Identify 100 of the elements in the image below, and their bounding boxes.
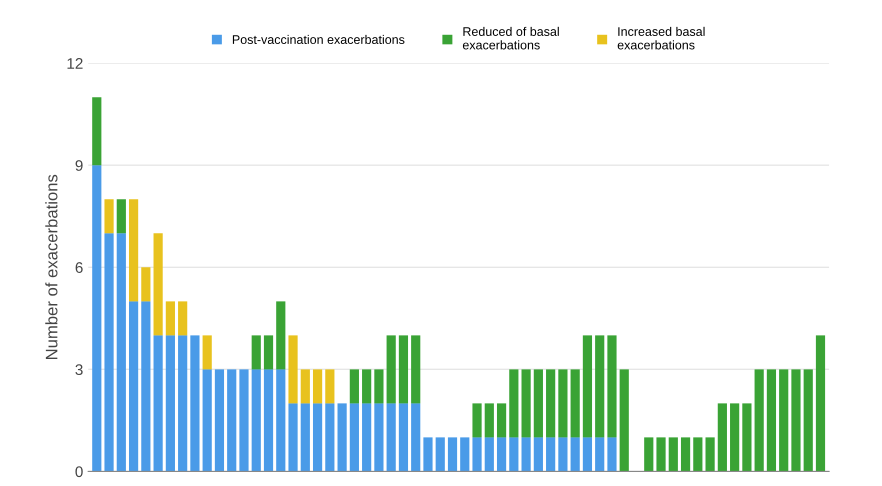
bar	[141, 301, 150, 472]
y-axis-title: Number of exacerbations	[45, 174, 58, 360]
bar	[509, 369, 518, 438]
bar	[362, 403, 372, 472]
bar	[595, 335, 604, 438]
bar	[570, 369, 580, 438]
bar	[706, 437, 715, 472]
bar	[227, 369, 236, 472]
bar	[374, 369, 384, 404]
bar	[607, 437, 617, 472]
bar	[166, 335, 175, 472]
bar	[276, 301, 286, 370]
bar	[570, 437, 580, 472]
bar	[779, 369, 788, 472]
bar	[534, 437, 543, 472]
bar	[264, 369, 274, 472]
bar	[202, 335, 212, 370]
bar	[252, 335, 261, 370]
bar	[680, 437, 690, 472]
y-tick-label: 12	[68, 58, 83, 69]
bar	[288, 403, 298, 472]
y-tick-label: 0	[75, 466, 83, 478]
bar	[398, 335, 408, 404]
bar	[460, 437, 470, 472]
bar	[276, 369, 286, 472]
bar	[816, 335, 826, 472]
bar	[92, 165, 102, 472]
bar	[116, 199, 126, 234]
bar	[202, 369, 212, 472]
bar	[190, 335, 200, 472]
bar	[766, 369, 776, 472]
legend-label: Reduced of basal exacerbations	[462, 26, 559, 50]
bar	[104, 233, 114, 472]
bar	[423, 437, 433, 472]
bar	[742, 403, 752, 472]
bar	[178, 335, 188, 472]
bar	[534, 369, 543, 438]
bar	[312, 403, 322, 472]
bar	[620, 369, 629, 472]
bar	[582, 437, 592, 472]
bar	[154, 335, 163, 472]
bar	[693, 437, 702, 472]
bar	[300, 369, 310, 404]
bar	[166, 301, 175, 336]
bar	[668, 437, 678, 472]
bar	[644, 437, 654, 472]
bar	[214, 369, 224, 472]
bar	[582, 335, 592, 438]
y-tick-label: 3	[75, 364, 83, 376]
bar	[558, 369, 568, 438]
legend-label: Post-vaccination exacerbations	[232, 34, 404, 44]
bar	[484, 403, 494, 438]
bar	[141, 267, 150, 302]
bar	[804, 369, 813, 472]
bar	[730, 403, 740, 472]
bar	[448, 437, 458, 472]
bar	[300, 403, 310, 472]
bar	[411, 335, 420, 404]
bar	[718, 403, 727, 472]
bar	[362, 369, 372, 404]
bar	[264, 335, 274, 370]
bar	[398, 403, 408, 472]
bar	[558, 437, 568, 472]
bar	[496, 437, 506, 472]
bar	[325, 369, 334, 404]
bar	[252, 369, 261, 472]
bar	[154, 233, 163, 336]
bar	[386, 403, 396, 472]
y-tick-label: 6	[76, 262, 83, 273]
legend-label: Increased basal exacerbations	[618, 26, 705, 50]
bar	[472, 437, 482, 472]
bar	[656, 437, 666, 472]
bar	[350, 403, 359, 472]
bar	[116, 233, 126, 472]
bar	[546, 369, 556, 438]
bar	[496, 403, 506, 438]
bar	[472, 403, 482, 438]
bar	[484, 437, 494, 472]
bar	[288, 335, 298, 404]
bar	[239, 369, 249, 472]
bar	[92, 97, 102, 166]
y-tick-label: 9	[76, 160, 83, 171]
bar	[546, 437, 556, 472]
bar	[436, 437, 445, 472]
bar	[128, 199, 138, 302]
bar	[338, 403, 347, 472]
bar	[325, 403, 334, 472]
bar	[128, 301, 138, 472]
bar	[791, 369, 801, 472]
bar	[509, 437, 518, 472]
bar	[178, 301, 188, 336]
bar	[522, 437, 531, 472]
bar	[522, 369, 531, 438]
bar	[350, 369, 359, 404]
bar	[607, 335, 617, 438]
bar	[411, 403, 420, 472]
bar	[312, 369, 322, 404]
bar	[104, 199, 114, 234]
bar	[386, 335, 396, 404]
bar	[754, 369, 764, 472]
